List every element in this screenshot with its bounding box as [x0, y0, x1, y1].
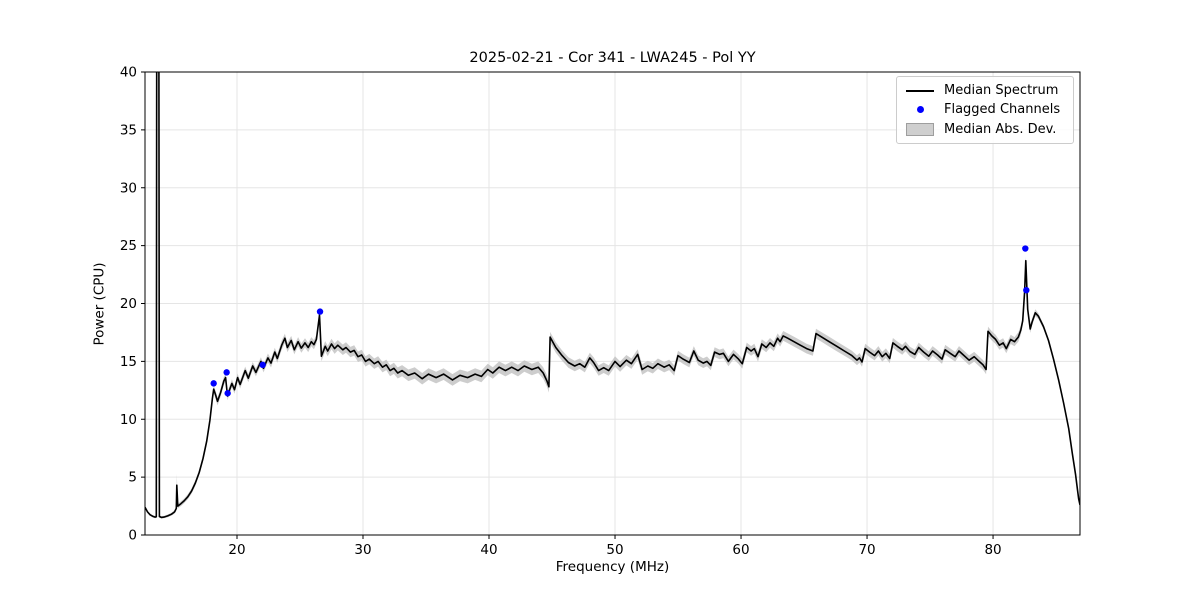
svg-text:40: 40	[480, 542, 497, 558]
legend-label: Median Spectrum	[944, 83, 1059, 99]
svg-text:70: 70	[858, 542, 875, 558]
legend-label: Flagged Channels	[944, 102, 1061, 118]
legend-label: Median Abs. Dev.	[944, 121, 1057, 137]
legend-item-flagged-channels: Flagged Channels	[906, 100, 1064, 119]
svg-text:5: 5	[128, 470, 137, 486]
legend-item-median-spectrum: Median Spectrum	[906, 81, 1064, 100]
median-spectrum-line-icon	[906, 89, 934, 92]
legend: Median Spectrum Flagged Channels Median …	[896, 76, 1074, 144]
svg-text:60: 60	[732, 542, 749, 558]
x-axis-label: Frequency (MHz)	[555, 559, 670, 575]
median-abs-dev-patch-icon	[906, 122, 934, 136]
median-spectrum-line	[145, 72, 1080, 519]
grid-lines	[145, 71, 1080, 536]
svg-text:40: 40	[120, 65, 137, 81]
svg-text:10: 10	[120, 412, 137, 428]
y-axis-label: Power (CPU)	[91, 262, 108, 346]
svg-text:25: 25	[120, 238, 137, 254]
svg-text:20: 20	[228, 542, 245, 558]
svg-text:20: 20	[120, 296, 137, 312]
flagged-channel-dots	[210, 245, 1030, 397]
svg-text:30: 30	[120, 180, 137, 196]
svg-text:15: 15	[120, 354, 137, 370]
tick-marks	[141, 71, 994, 539]
svg-text:30: 30	[354, 542, 371, 558]
legend-item-median-abs-dev: Median Abs. Dev.	[906, 120, 1064, 139]
svg-text:0: 0	[128, 528, 137, 544]
svg-text:50: 50	[606, 542, 623, 558]
flagged-channels-dot-icon	[906, 106, 934, 114]
tick-labels: 20 30 40 50 60 70 80 0 5 10 15 20 25 30 35 40	[120, 65, 1002, 559]
svg-text:80: 80	[984, 542, 1001, 558]
svg-text:35: 35	[120, 122, 137, 138]
chart-title: 2025-02-21 - Cor 341 - LWA245 - Pol YY	[469, 50, 756, 66]
